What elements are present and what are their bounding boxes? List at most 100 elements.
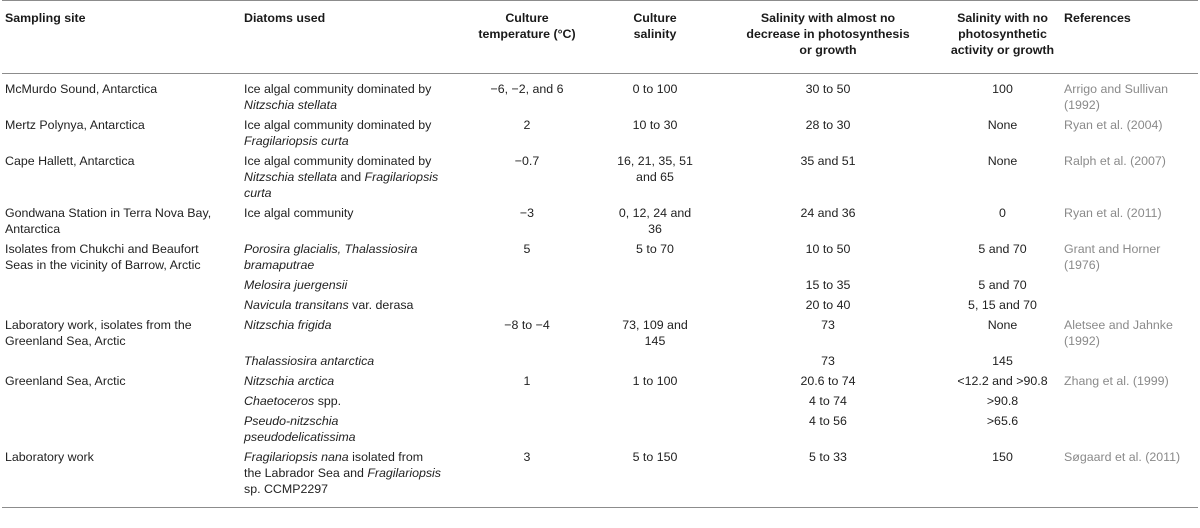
cell-salinity: 1 to 100 <box>632 374 678 388</box>
cell-salinity: 73, 109 and 145 <box>622 318 688 348</box>
table-row: Isolates from Chukchi and Beaufort Seas i… <box>2 238 1198 274</box>
cell-temperature: 5 <box>523 242 531 256</box>
cell-no-activity: 5 and 70 <box>978 278 1027 292</box>
cell-salinity: 16, 21, 35, 51 and 65 <box>617 154 693 184</box>
cell-reference: Grant and Horner (1976) <box>1064 242 1161 272</box>
cell-no-decrease: 5 to 33 <box>715 446 941 508</box>
cell-reference: Arrigo and Sullivan (1992) <box>1064 82 1169 112</box>
cell-reference <box>1064 390 1198 410</box>
table-row: Gondwana Station in Terra Nova Bay, Antar… <box>2 202 1198 238</box>
table-row: Thalassiosira antarctica 73 145 <box>2 350 1198 370</box>
cell-no-decrease: 24 and 36 <box>800 206 856 220</box>
cell-salinity <box>595 350 715 370</box>
table-row: Chaetoceros spp. 4 to 74 >90.8 <box>2 390 1198 410</box>
header-sampling-site: Sampling site <box>2 0 244 74</box>
cell-salinity: 5 to 150 <box>595 446 715 508</box>
table-row: Laboratory work, isolates from the Greenl… <box>2 314 1198 350</box>
cell-site <box>2 294 244 314</box>
cell-site <box>2 350 244 370</box>
cell-no-decrease: 15 to 35 <box>805 278 851 292</box>
cell-site <box>2 274 244 294</box>
cell-no-activity: 5 and 70 <box>978 242 1027 256</box>
cell-temperature <box>459 350 595 370</box>
cell-no-activity: >65.6 <box>986 414 1019 428</box>
cell-site: Mertz Polynya, Antarctica <box>5 118 145 132</box>
cell-no-activity: None <box>987 118 1018 132</box>
cell-diatoms: Ice algal community dominated by Nitzschi… <box>244 82 432 112</box>
header-salinity-no-activity: Salinity with no photosynthetic activity o… <box>941 0 1064 74</box>
header-culture-salinity: Culture salinity <box>595 0 715 74</box>
cell-diatoms: Melosira juergensii <box>244 278 348 292</box>
cell-diatoms: Chaetoceros spp. <box>244 394 342 408</box>
cell-no-activity: 0 <box>999 206 1006 220</box>
table-row: Mertz Polynya, Antarctica Ice algal comm… <box>2 114 1198 150</box>
cell-no-decrease: 28 to 30 <box>805 118 851 132</box>
cell-salinity: 0 to 100 <box>632 82 678 96</box>
cell-salinity <box>595 294 715 314</box>
cell-site <box>2 390 244 410</box>
header-culture-temperature: Culture temperature (°C) <box>459 0 595 74</box>
cell-diatoms: Ice algal community dominated by Fragilar… <box>244 118 432 148</box>
cell-no-activity: None <box>987 318 1018 332</box>
cell-reference: Aletsee and Jahnke (1992) <box>1064 318 1173 348</box>
table-row: Cape Hallett, Antarctica Ice algal commu… <box>2 150 1198 202</box>
cell-reference <box>1064 274 1198 294</box>
table-row: Navicula transitans var. derasa 20 to 40… <box>2 294 1198 314</box>
cell-temperature: 3 <box>459 446 595 508</box>
cell-no-activity: 100 <box>992 82 1013 96</box>
cell-site: Laboratory work <box>2 446 244 508</box>
cell-site: Isolates from Chukchi and Beaufort Seas i… <box>5 242 201 272</box>
cell-salinity <box>595 410 715 446</box>
cell-reference: Ryan et al. (2004) <box>1064 118 1163 132</box>
cell-site: Gondwana Station in Terra Nova Bay, Antar… <box>5 206 212 236</box>
cell-diatoms: Fragilariopsis nana isolated from the Lab… <box>244 446 459 508</box>
cell-temperature: −8 to −4 <box>504 318 550 332</box>
cell-temperature: 1 <box>523 374 531 388</box>
cell-reference <box>1064 410 1198 446</box>
cell-no-decrease: 20.6 to 74 <box>800 374 856 388</box>
table-row: McMurdo Sound, Antarctica Ice algal comm… <box>2 74 1198 115</box>
cell-no-decrease: 4 to 56 <box>809 414 847 428</box>
cell-temperature: −0.7 <box>514 154 540 168</box>
cell-diatoms: Porosira glacialis, Thalassiosira bramapu… <box>244 242 418 272</box>
cell-no-decrease: 73 <box>821 354 835 368</box>
cell-temperature <box>459 410 595 446</box>
cell-no-activity: <12.2 and >90.8 <box>957 374 1048 388</box>
table-row: Melosira juergensii 15 to 35 5 and 70 <box>2 274 1198 294</box>
cell-diatoms: Navicula transitans var. derasa <box>244 298 414 312</box>
cell-no-activity: >90.8 <box>986 394 1019 408</box>
cell-site: McMurdo Sound, Antarctica <box>5 82 158 96</box>
cell-temperature: −6, −2, and 6 <box>490 82 564 96</box>
cell-no-activity: 150 <box>941 446 1064 508</box>
cell-site: Laboratory work, isolates from the Greenl… <box>5 318 192 348</box>
cell-reference: Ryan et al. (2011) <box>1064 206 1162 220</box>
cell-temperature: 2 <box>523 118 531 132</box>
cell-no-decrease: 4 to 74 <box>809 394 847 408</box>
cell-diatoms: Ice algal community <box>244 206 354 220</box>
cell-no-activity: 5, 15 and 70 <box>968 298 1037 312</box>
cell-diatoms: Pseudo-nitzschia pseudodelicatissima <box>244 414 356 444</box>
table-row: Laboratory work Fragilariopsis nana isol… <box>2 446 1198 508</box>
cell-site: Greenland Sea, Arctic <box>5 374 126 388</box>
cell-reference: Zhang et al. (1999) <box>1064 374 1169 388</box>
cell-no-activity: 145 <box>992 354 1013 368</box>
cell-diatoms: Nitzschia arctica <box>244 374 335 388</box>
cell-no-activity: None <box>987 154 1018 168</box>
cell-temperature: −3 <box>519 206 535 220</box>
cell-diatoms: Nitzschia frigida <box>244 318 332 332</box>
cell-no-decrease: 20 to 40 <box>805 298 851 312</box>
salinity-table: Sampling site Diatoms used Culture temper… <box>2 0 1198 508</box>
header-diatoms-used: Diatoms used <box>244 0 459 74</box>
cell-salinity: 5 to 70 <box>636 242 674 256</box>
cell-no-decrease: 73 <box>821 318 835 332</box>
cell-salinity <box>595 390 715 410</box>
cell-salinity: 0, 12, 24 and 36 <box>618 206 692 236</box>
table-row: Greenland Sea, Arctic Nitzschia arctica … <box>2 370 1198 390</box>
header-row: Sampling site Diatoms used Culture temper… <box>2 0 1198 74</box>
cell-salinity: 10 to 30 <box>632 118 678 132</box>
table-row: Pseudo-nitzschia pseudodelicatissima 4 to… <box>2 410 1198 446</box>
cell-no-decrease: 35 and 51 <box>800 154 856 168</box>
cell-reference <box>1064 294 1198 314</box>
cell-site <box>2 410 244 446</box>
